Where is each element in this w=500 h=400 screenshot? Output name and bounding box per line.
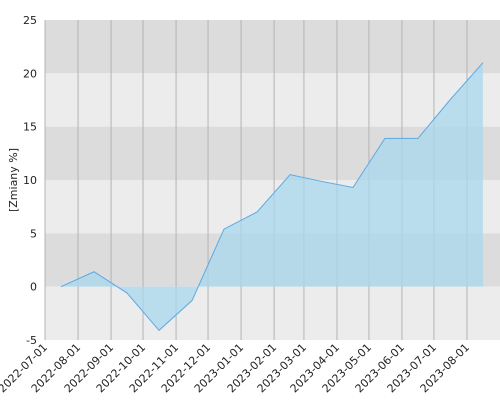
y-axis-label: [Zmiany %] — [7, 148, 20, 212]
grid-band — [45, 286, 500, 340]
line — [60, 62, 484, 332]
y-tick-label: 0 — [30, 281, 37, 294]
y-tick-label: 20 — [23, 67, 37, 80]
y-tick-label: 15 — [23, 121, 37, 134]
y-tick-label: 5 — [30, 227, 37, 240]
area — [60, 62, 483, 331]
grid-band — [45, 73, 500, 127]
y-tick-label: -5 — [26, 334, 37, 347]
y-tick-label: 25 — [23, 14, 37, 27]
y-tick-label: 10 — [23, 174, 37, 187]
grid-band — [45, 20, 500, 74]
